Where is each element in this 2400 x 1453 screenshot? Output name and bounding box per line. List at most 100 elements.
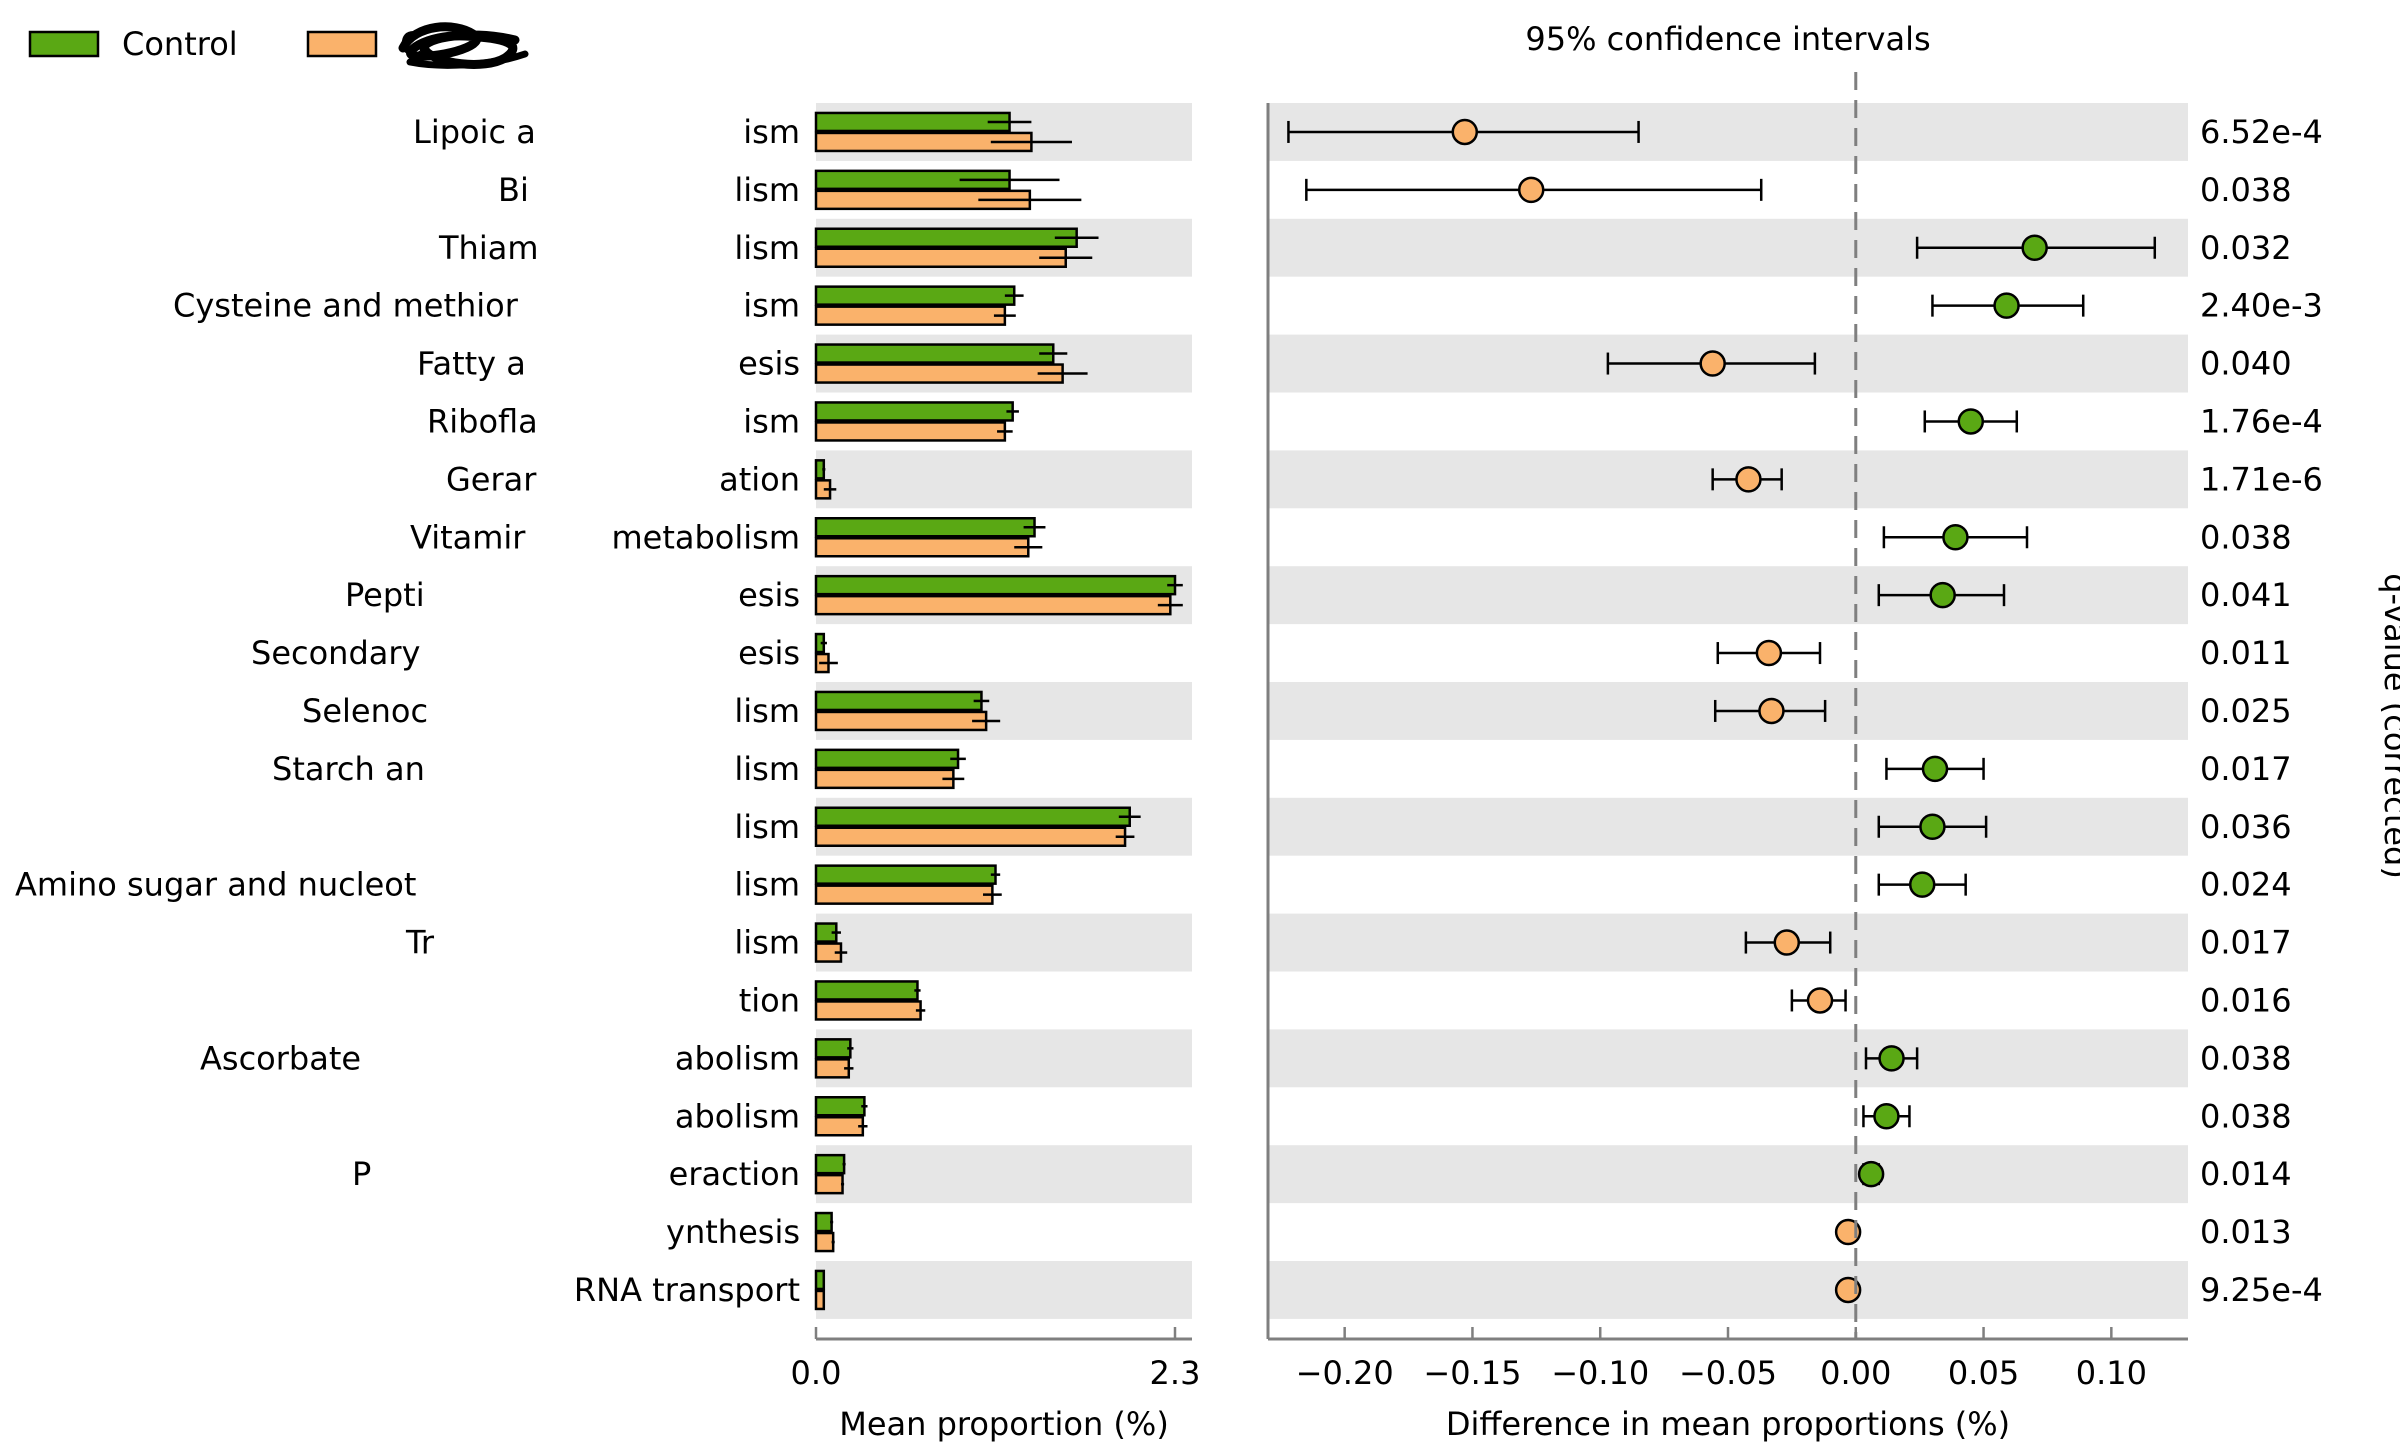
q-value: 0.038 [2200, 1039, 2292, 1077]
difference-ci-panel [1287, 118, 2157, 1304]
q-value: 1.76e-4 [2200, 402, 2323, 440]
pathway-label-end: ynthesis [666, 1213, 800, 1251]
pathway-label-start: Ribofla [427, 402, 538, 440]
control-bar [814, 1096, 866, 1117]
other-bar [814, 1116, 865, 1137]
difference-point [1755, 639, 1783, 667]
difference-point [2021, 234, 2048, 261]
pathway-labels: Lipoic a ism Bi lism Thiam lism Cysteine and m… [15, 113, 800, 1309]
right-x-tick-label: −0.15 [1423, 1354, 1521, 1392]
q-value-labels: 6.52e-4 0.038 0.032 2.40e-3 0.040 1.76e-4 1.71… [2200, 113, 2323, 1309]
row-stripe-right [1268, 1261, 2188, 1319]
pathway-label-start: Vitamir [410, 518, 526, 556]
control-bar [814, 343, 1055, 364]
pathway-label-end: RNA transport [574, 1271, 800, 1309]
other-bar [814, 710, 988, 732]
pathway-label-start: Selenoc [302, 692, 428, 730]
q-value: 0.038 [2200, 171, 2292, 209]
pathway-label-end: lism [734, 229, 800, 267]
other-bar [814, 768, 955, 790]
difference-point [1699, 350, 1726, 377]
other-bar [814, 1000, 922, 1021]
control-bar [814, 1211, 833, 1233]
control-bar [814, 748, 960, 770]
chart-title: 95% confidence intervals [1525, 20, 1930, 58]
q-value: 0.011 [2200, 634, 2292, 672]
q-value: 0.016 [2200, 981, 2292, 1019]
row-stripe-right [1268, 797, 2188, 856]
mean-proportion-panel [814, 111, 1183, 1311]
difference-point [1806, 987, 1834, 1014]
row-stripe-left [816, 1145, 1192, 1204]
pathway-label-end: lism [734, 924, 800, 962]
difference-point [1929, 581, 1956, 609]
control-bar [814, 227, 1078, 248]
pathway-label-end: ation [719, 460, 800, 498]
difference-point [1857, 1160, 1885, 1188]
row-stripe-left [816, 913, 1192, 972]
pathway-label-start: Ascorbate [200, 1039, 361, 1077]
control-bar [814, 517, 1036, 538]
redaction-scribble [398, 22, 529, 69]
right-x-tick-label: 0.05 [1948, 1354, 2019, 1392]
right-x-axis-label: Difference in mean proportions (%) [1446, 1405, 2010, 1443]
pathway-label-start: Bi [498, 171, 529, 209]
q-value: 1.71e-6 [2200, 460, 2323, 498]
q-value: 0.025 [2200, 692, 2292, 730]
other-bar [814, 826, 1127, 847]
right-x-tick-label: −0.20 [1296, 1354, 1394, 1392]
axes: 0.0 2.3 −0.20 −0.15 −0.10 −0.05 0.00 0.05 0.10 [791, 72, 2188, 1392]
q-value: 0.014 [2200, 1155, 2292, 1193]
other-bar [814, 1231, 835, 1253]
control-bar [814, 574, 1177, 596]
other-bar [814, 1289, 826, 1311]
difference-point [1921, 755, 1949, 783]
control-bar [814, 401, 1014, 422]
control-bar [814, 111, 1011, 133]
pathway-label-start: Tr [405, 924, 435, 962]
pathway-label-end: lism [734, 692, 800, 730]
difference-point [1517, 176, 1545, 204]
q-value: 0.032 [2200, 229, 2292, 267]
other-bar [814, 594, 1172, 616]
row-stripe-left [816, 450, 1192, 509]
control-bar [814, 1153, 846, 1175]
difference-point [1758, 697, 1785, 725]
left-x-tick-label: 2.3 [1150, 1354, 1201, 1392]
control-bar [814, 1038, 852, 1059]
row-stripe-left [816, 1029, 1192, 1088]
pathway-label-end: abolism [675, 1039, 800, 1077]
left-x-tick-label: 0.0 [791, 1354, 842, 1392]
q-value: 9.25e-4 [2200, 1271, 2323, 1309]
pathway-label-end: ism [743, 402, 800, 440]
pathway-label-end: lism [734, 808, 800, 846]
q-value: 0.038 [2200, 518, 2292, 556]
pathway-label-start: Thiam [438, 229, 539, 267]
row-stripes [816, 103, 2188, 1319]
pathway-label-end: abolism [675, 1097, 800, 1135]
q-value: 0.024 [2200, 866, 2292, 904]
right-x-tick-label: −0.05 [1679, 1354, 1777, 1392]
q-value: 0.017 [2200, 924, 2292, 962]
pathway-label-end: esis [738, 345, 800, 383]
difference-point [1919, 813, 1946, 840]
q-value: 0.036 [2200, 808, 2292, 846]
other-bar [814, 247, 1067, 268]
pathway-label-start: Lipoic a [413, 113, 536, 151]
right-x-tick-label: 0.00 [1820, 1354, 1891, 1392]
other-bar [814, 1058, 851, 1079]
control-bar [814, 285, 1016, 306]
q-value: 0.038 [2200, 1097, 2292, 1135]
control-bar [814, 864, 997, 885]
difference-point [1834, 1218, 1862, 1246]
legend: Control C [28, 25, 422, 63]
difference-point [1735, 466, 1762, 493]
difference-point [1993, 292, 2020, 319]
control-bar [814, 690, 983, 712]
pathway-label-end: lism [734, 866, 800, 904]
pathway-label-start: Pepti [345, 576, 425, 614]
pathway-label-end: ism [743, 287, 800, 325]
row-stripe-right [1268, 566, 2188, 625]
right-y-axis-label: q-value (corrected) [2377, 573, 2400, 879]
